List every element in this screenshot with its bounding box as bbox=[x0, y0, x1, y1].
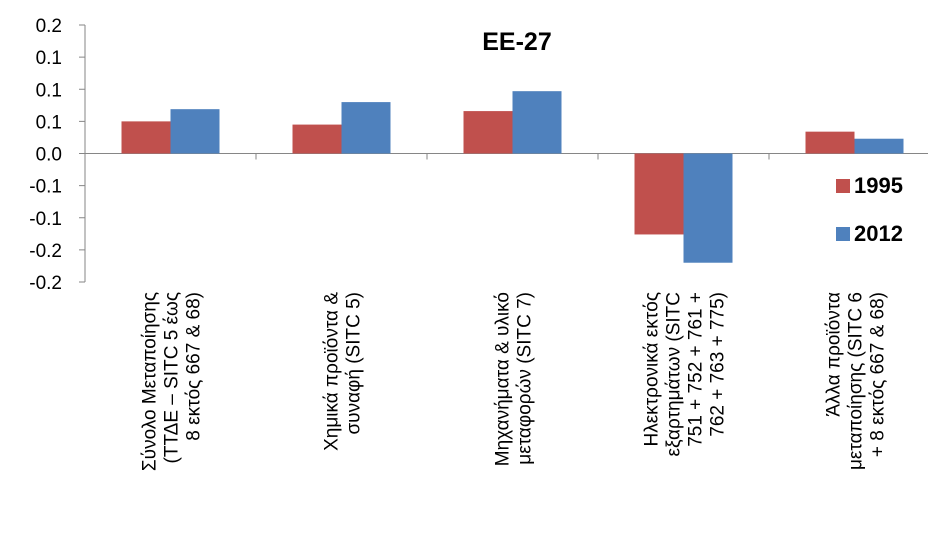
category-label: (ΤΤΔΕ – SITC 5 έως bbox=[162, 292, 183, 463]
bar-2012-5 bbox=[854, 138, 904, 154]
y-tick-label: 0.0 bbox=[36, 145, 62, 166]
bar-2012-4 bbox=[683, 153, 733, 263]
y-tick-label: -0.2 bbox=[29, 241, 62, 262]
y-tick-label: 0.1 bbox=[36, 48, 62, 69]
category-label: 751 + 752 + 761 + bbox=[686, 292, 707, 447]
bar-2012-1 bbox=[170, 109, 220, 154]
chart-bars bbox=[121, 91, 904, 263]
bar-1995-2 bbox=[292, 124, 342, 154]
y-tick-label: 0.1 bbox=[36, 80, 62, 101]
category-label: Άλλα προϊόντα bbox=[824, 292, 845, 417]
bar-2012-2 bbox=[341, 102, 391, 154]
bar-1995-5 bbox=[805, 131, 855, 154]
bar-1995-1 bbox=[121, 121, 171, 154]
category-label: Μηχανήματα & υλικό bbox=[493, 292, 514, 466]
chart-axes: 0.2 0.1 0.1 0.1 0.0 -0.1 -0.1 -0.2 -0.2 Σύνολο Με… bbox=[29, 16, 928, 471]
category-label: συναφή (SITC 5) bbox=[344, 292, 365, 435]
category-label: εξαρτημάτων (SITC bbox=[664, 292, 685, 456]
category-label: + 8 εκτός 667 & 68) bbox=[868, 292, 889, 457]
bar-1995-3 bbox=[463, 111, 513, 154]
category-label: Σύνολο Μεταποίησης bbox=[140, 292, 161, 471]
legend-label-2012: 2012 bbox=[854, 221, 903, 246]
category-label: Χημικά προϊόντα & bbox=[322, 292, 343, 451]
y-tick-label: -0.2 bbox=[29, 273, 62, 294]
chart-title: EE-27 bbox=[482, 28, 551, 56]
y-tick-label: 0.2 bbox=[36, 16, 62, 37]
legend-label-1995: 1995 bbox=[854, 173, 903, 198]
y-tick-label: 0.1 bbox=[36, 112, 62, 133]
legend-swatch-2012 bbox=[836, 227, 850, 241]
bar-2012-3 bbox=[512, 91, 562, 154]
category-label: Ηλεκτρονικά εκτός bbox=[642, 292, 663, 447]
category-label: 762 + 763 + 775) bbox=[708, 292, 729, 437]
category-label: 8 εκτός 667 & 68) bbox=[184, 292, 205, 441]
category-label: μεταφορών (SITC 7) bbox=[515, 292, 536, 465]
y-tick-label: -0.1 bbox=[29, 177, 62, 198]
y-tick-label: -0.1 bbox=[29, 209, 62, 230]
legend-swatch-1995 bbox=[836, 179, 850, 193]
chart-legend: 1995 2012 bbox=[836, 173, 903, 246]
bar-1995-4 bbox=[634, 153, 684, 235]
category-label: μεταποίησης (SITC 6 bbox=[846, 292, 867, 470]
